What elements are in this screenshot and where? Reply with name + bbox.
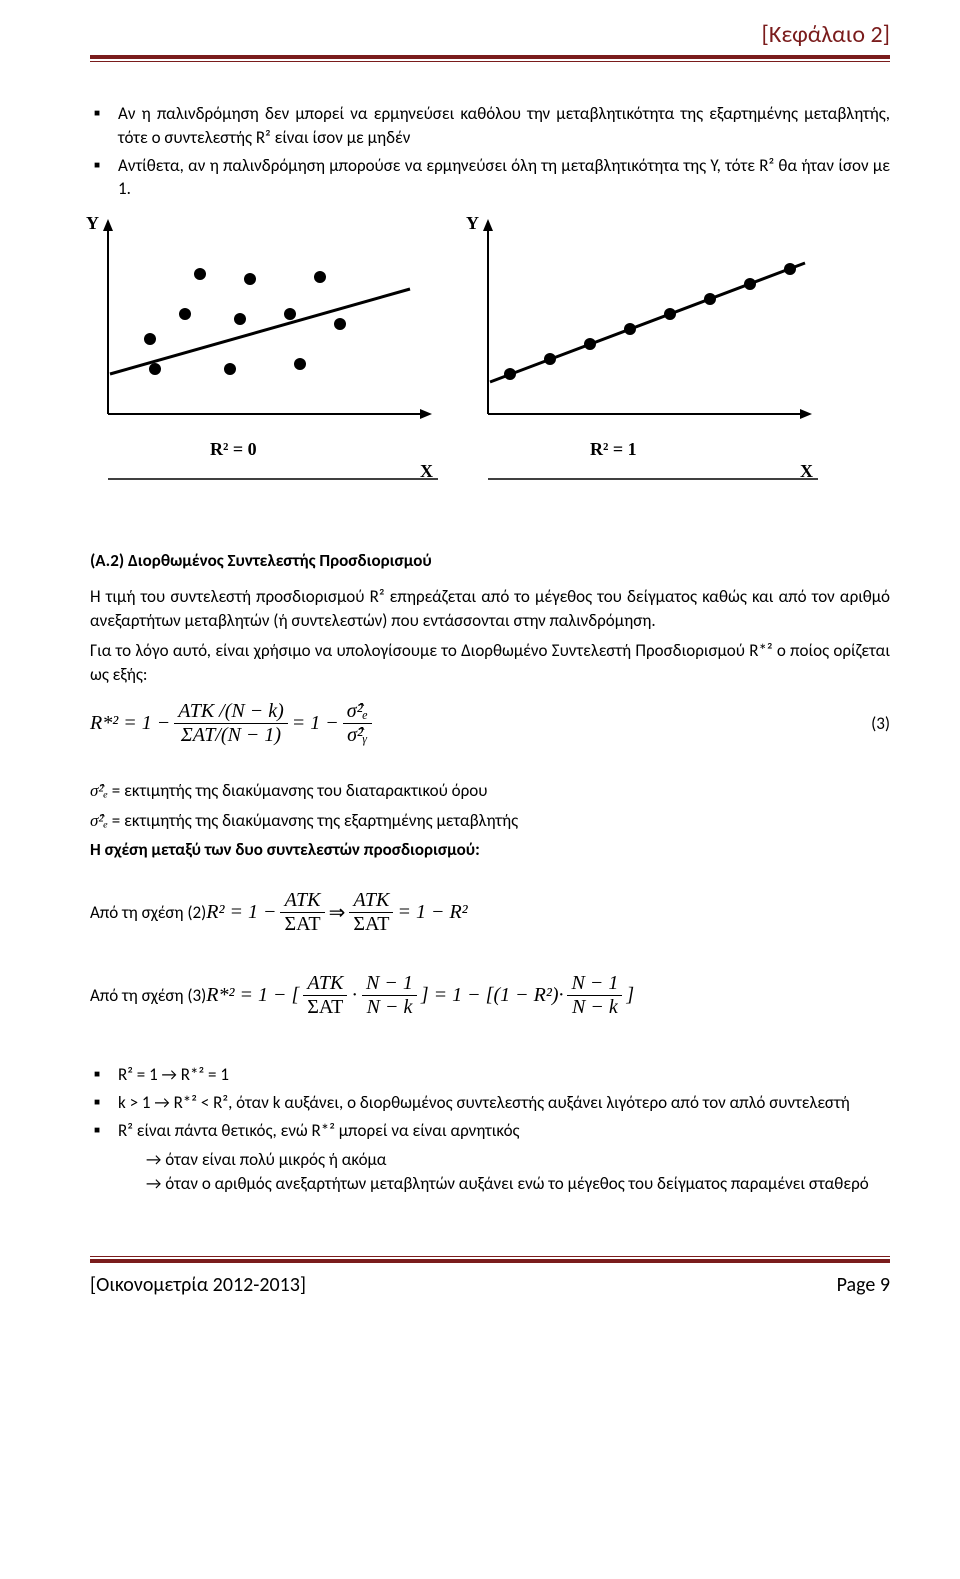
- section-a2-para2: Για το λόγο αυτό, είναι χρήσιμο να υπολο…: [90, 639, 890, 687]
- chart-left-xbase: [90, 469, 440, 491]
- end-sub-2: → όταν ο αριθμός ανεξαρτήτων μεταβλητών …: [90, 1172, 890, 1196]
- eq2-pre: Από τη σχέση (2): [90, 902, 206, 923]
- chapter-header: [Κεφάλαιο 2]: [90, 20, 890, 49]
- eq3-num1: ATK /(N − k): [174, 700, 288, 724]
- end-bullet-3: R² είναι πάντα θετικός, ενώ R*² μπορεί ν…: [90, 1119, 890, 1143]
- def-sigma-y: σ̂²ₑ = εκτιμητής της διακύμανσης της εξα…: [90, 807, 890, 834]
- chart-left-svg: [90, 219, 440, 439]
- eq3-mid: = 1 −: [292, 712, 339, 735]
- end-bullet-1: R² = 1 → R*² = 1: [90, 1063, 890, 1087]
- chart-left-title: R² = 0: [210, 439, 257, 460]
- eq3-den2: σ̂²ᵧ: [343, 724, 372, 747]
- page-footer: [Οικονομετρία 2012-2013] Page 9: [90, 1273, 890, 1297]
- header-rule-thick: [90, 55, 890, 59]
- header-rule-thin: [90, 61, 890, 62]
- end-bullet-2: k > 1 → R*² < R², όταν k αυξάνει, ο διορ…: [90, 1091, 890, 1115]
- equation-3: R*² = 1 − ATK /(N − k) ΣΑΤ/(N − 1) = 1 −…: [90, 700, 890, 747]
- footer-left: [Οικονομετρία 2012-2013]: [90, 1273, 306, 1297]
- eq3-den1: ΣΑΤ/(N − 1): [174, 724, 288, 747]
- intro-bullet-1: Αν η παλινδρόμηση δεν μπορεί να ερμηνεύσ…: [90, 102, 890, 150]
- chart-left-y-label: Y: [86, 213, 99, 234]
- section-a2-heading: (Α.2) Διορθωμένος Συντελεστής Προσδιορισ…: [90, 550, 890, 571]
- footer-rule-thick: [90, 1259, 890, 1263]
- end-sub-1: → όταν είναι πολύ μικρός ή ακόμα: [90, 1148, 890, 1172]
- chart-r2-zero: Y R² = 0: [90, 219, 440, 444]
- eq2-lhs: R² = 1 −: [206, 901, 276, 924]
- footer-rule-thin: [90, 1256, 890, 1257]
- charts-row: Y R² = 0: [90, 219, 890, 444]
- chart-right-y-label: Y: [466, 213, 479, 234]
- relation-heading: Η σχέση μεταξύ των δυο συντελεστών προσδ…: [90, 836, 890, 863]
- chart-right-xbase: [470, 469, 820, 491]
- intro-bullet-2: Αντίθετα, αν η παλινδρόμηση μπορούσε να …: [90, 154, 890, 202]
- chart-right-title: R² = 1: [590, 439, 637, 460]
- eq3-tag: (3): [871, 713, 890, 734]
- intro-bullets: Αν η παλινδρόμηση δεν μπορεί να ερμηνεύσ…: [90, 102, 890, 201]
- page: [Κεφάλαιο 2] Αν η παλινδρόμηση δεν μπορε…: [0, 0, 960, 1317]
- equation-from-3: Από τη σχέση (3) R*² = 1 − [ ATK ΣΑΤ · N…: [90, 972, 890, 1019]
- eq3b-pre: Από τη σχέση (3): [90, 985, 206, 1006]
- chart-right-svg: [470, 219, 820, 439]
- end-bullets: R² = 1 → R*² = 1 k > 1 → R*² < R², όταν …: [90, 1063, 890, 1142]
- def-sigma-e: σ̂²ₑ = εκτιμητής της διακύμανσης του δια…: [90, 777, 890, 804]
- eq3-lhs: R*² = 1 −: [90, 712, 170, 735]
- eq3-num2: σ̂²ₑ: [343, 700, 372, 724]
- section-a2-para1: Η τιμή του συντελεστή προσδιορισμού R² ε…: [90, 585, 890, 633]
- footer-right: Page 9: [837, 1273, 890, 1297]
- chart-r2-one: Y R² = 1 X: [470, 219, 820, 444]
- equation-from-2: Από τη σχέση (2) R² = 1 − ATK ΣΑΤ ⇒ ATK …: [90, 889, 890, 936]
